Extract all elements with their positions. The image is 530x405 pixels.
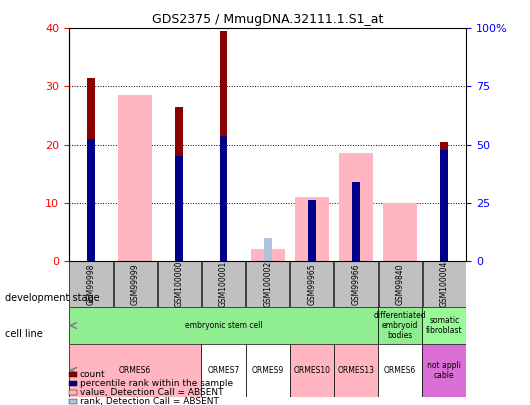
Text: percentile rank within the sample: percentile rank within the sample — [80, 379, 233, 388]
Title: GDS2375 / MmugDNA.32111.1.S1_at: GDS2375 / MmugDNA.32111.1.S1_at — [152, 13, 383, 26]
FancyBboxPatch shape — [334, 261, 377, 307]
Text: ORMES10: ORMES10 — [293, 366, 330, 375]
Text: ORMES13: ORMES13 — [338, 366, 375, 375]
Text: ORMES6: ORMES6 — [384, 366, 416, 375]
Text: GSM100001: GSM100001 — [219, 261, 228, 307]
Bar — [87, 78, 95, 261]
Text: ORMES7: ORMES7 — [207, 366, 240, 375]
FancyBboxPatch shape — [201, 344, 245, 397]
Text: development stage: development stage — [5, 293, 100, 303]
FancyBboxPatch shape — [246, 261, 289, 307]
Text: somatic
fibroblast: somatic fibroblast — [426, 316, 463, 335]
FancyBboxPatch shape — [334, 344, 378, 397]
Bar — [175, 156, 183, 261]
FancyBboxPatch shape — [378, 344, 422, 397]
Text: count: count — [80, 370, 105, 379]
Bar — [219, 136, 227, 261]
Text: value, Detection Call = ABSENT: value, Detection Call = ABSENT — [80, 388, 223, 397]
FancyBboxPatch shape — [69, 307, 378, 344]
Bar — [383, 202, 417, 261]
FancyBboxPatch shape — [113, 261, 157, 307]
Text: ORMES9: ORMES9 — [252, 366, 284, 375]
FancyBboxPatch shape — [378, 261, 422, 307]
Bar — [440, 150, 448, 261]
Text: embryonic stem cell: embryonic stem cell — [184, 321, 262, 330]
Bar — [339, 153, 373, 261]
Text: GSM99998: GSM99998 — [86, 263, 95, 305]
Bar — [308, 200, 316, 261]
Text: ORMES6: ORMES6 — [119, 366, 151, 375]
Bar — [219, 31, 227, 261]
Bar — [440, 142, 448, 261]
Text: GSM99966: GSM99966 — [351, 263, 360, 305]
Bar — [87, 139, 95, 261]
Bar — [175, 107, 183, 261]
FancyBboxPatch shape — [422, 307, 466, 344]
Text: GSM99965: GSM99965 — [307, 263, 316, 305]
FancyBboxPatch shape — [158, 261, 201, 307]
Bar — [264, 237, 271, 261]
FancyBboxPatch shape — [69, 344, 201, 397]
Bar — [352, 182, 360, 261]
Bar — [251, 249, 285, 261]
FancyBboxPatch shape — [202, 261, 245, 307]
Text: GSM100004: GSM100004 — [440, 261, 449, 307]
Text: GSM100000: GSM100000 — [175, 261, 184, 307]
Bar — [295, 197, 329, 261]
FancyBboxPatch shape — [423, 261, 466, 307]
Text: GSM99840: GSM99840 — [396, 263, 404, 305]
FancyBboxPatch shape — [290, 344, 334, 397]
FancyBboxPatch shape — [422, 344, 466, 397]
FancyBboxPatch shape — [290, 261, 333, 307]
FancyBboxPatch shape — [245, 344, 290, 397]
Text: rank, Detection Call = ABSENT: rank, Detection Call = ABSENT — [80, 397, 218, 405]
Text: GSM100002: GSM100002 — [263, 261, 272, 307]
FancyBboxPatch shape — [69, 261, 112, 307]
Bar — [118, 95, 152, 261]
Text: not appli
cable: not appli cable — [427, 360, 461, 380]
Text: cell line: cell line — [5, 329, 43, 339]
FancyBboxPatch shape — [378, 307, 422, 344]
Text: differentiated
embryoid
bodies: differentiated embryoid bodies — [374, 311, 427, 341]
Text: GSM99999: GSM99999 — [131, 263, 139, 305]
